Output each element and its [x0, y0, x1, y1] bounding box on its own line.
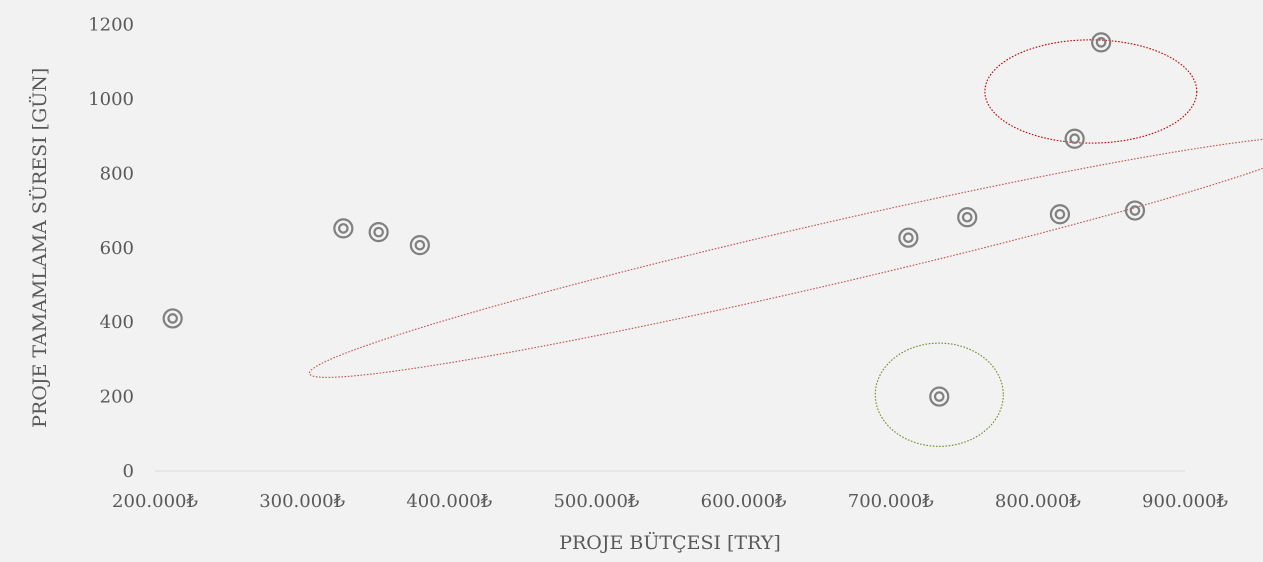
point-inner-ring: [1095, 37, 1107, 48]
point-outer-ring: [409, 235, 430, 256]
axes: 200.000₺ 300.000₺ 400.000₺ 500.000₺ 600.000₺…: [88, 15, 1228, 513]
scatter-point: [957, 207, 978, 228]
point-inner-ring: [1069, 133, 1080, 145]
point-inner-ring: [167, 313, 178, 324]
y-tick-label: 200: [100, 387, 134, 408]
y-tick-label: 400: [100, 312, 134, 333]
scatter-point: [162, 308, 183, 329]
point-inner-ring: [961, 211, 973, 223]
point-outer-ring: [957, 207, 978, 228]
point-inner-ring: [373, 226, 384, 238]
point-inner-ring: [338, 223, 349, 234]
point-outer-ring: [1091, 32, 1112, 53]
point-outer-ring: [368, 222, 389, 243]
y-tick-label: 600: [100, 238, 134, 259]
x-tick-label: 900.000₺: [1142, 491, 1228, 512]
scatter-point: [1091, 32, 1112, 53]
x-tick-label: 700.000₺: [848, 491, 934, 512]
x-tick-label: 200.000₺: [112, 491, 198, 512]
x-axis-label: PROJE BÜTÇESI [TRY]: [559, 531, 781, 554]
point-outer-ring: [1124, 200, 1146, 221]
point-outer-ring: [1049, 204, 1071, 225]
y-tick-label: 800: [100, 163, 134, 184]
scatter-point: [898, 227, 919, 248]
y-tick-label: 1000: [88, 89, 134, 110]
point-outer-ring: [1064, 128, 1085, 149]
point-outer-ring: [162, 308, 183, 329]
y-tick-label: 0: [123, 461, 134, 482]
scatter-point: [1064, 128, 1085, 149]
point-inner-ring: [1129, 205, 1141, 216]
point-outer-ring: [333, 218, 354, 239]
scatter-point: [333, 218, 354, 239]
scatter-point: [409, 235, 430, 256]
y-tick-label: 1200: [88, 15, 134, 36]
point-inner-ring: [414, 239, 426, 251]
point-outer-ring: [898, 227, 919, 248]
scatter-point: [1124, 200, 1146, 221]
scatter-point: [929, 386, 950, 407]
x-tick-label: 800.000₺: [995, 491, 1081, 512]
point-outer-ring: [929, 386, 950, 407]
cluster-ellipse: [984, 39, 1198, 144]
cluster-annotations: [308, 39, 1263, 447]
x-tick-label: 600.000₺: [701, 491, 787, 512]
point-inner-ring: [933, 391, 945, 402]
data-points: [162, 32, 1146, 407]
point-inner-ring: [1054, 208, 1066, 220]
scatter-point: [368, 222, 389, 243]
x-tick-label: 300.000₺: [259, 491, 345, 512]
x-tick-label: 400.000₺: [406, 491, 492, 512]
point-inner-ring: [903, 232, 914, 244]
y-axis-label: PROJE TAMAMLAMA SÜRESI [GÜN]: [28, 68, 51, 428]
cluster-ellipse: [874, 342, 1004, 447]
scatter-point: [1049, 204, 1071, 225]
x-tick-label: 500.000₺: [553, 491, 639, 512]
